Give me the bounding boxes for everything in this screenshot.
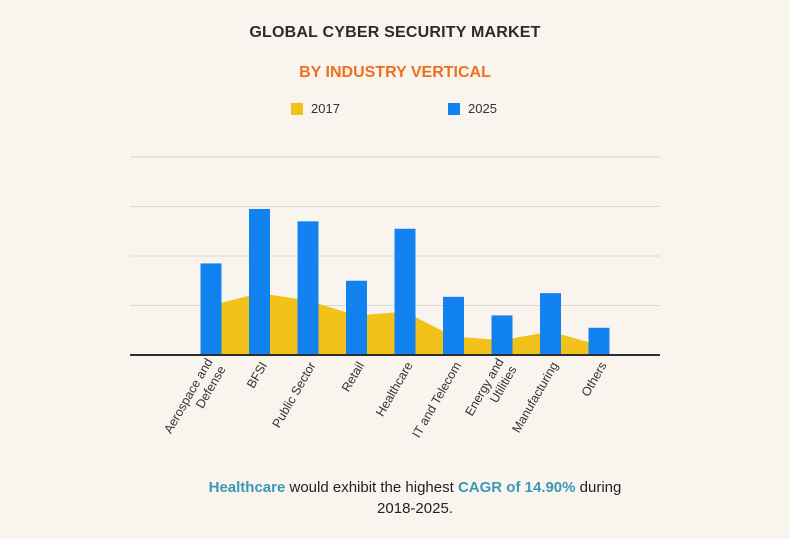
footnote-cagr: CAGR of 14.90% — [457, 479, 576, 496]
x-tick-label: IT and Telecom — [409, 360, 464, 441]
footnote-period: during 2018-2025. — [377, 479, 622, 517]
legend-label-2025: 2025 — [468, 101, 497, 116]
legend-item-2017: 2017 — [291, 101, 340, 116]
legend-swatch-2025 — [448, 102, 460, 115]
footnote-highlight-segment: Healthcare — [208, 479, 286, 496]
bar-2025-manufacturing — [540, 293, 561, 355]
x-tick-label: Aerospace andDefense — [161, 356, 228, 443]
x-tick-label: Public Sector — [270, 360, 319, 431]
chart-title: GLOBAL CYBER SECURITY MARKET — [249, 24, 541, 41]
x-tick-label: Energy andUtilities — [462, 356, 519, 426]
bar-2025-retail — [346, 280, 367, 355]
x-tick-label: Retail — [339, 360, 367, 395]
bar-2025-healthcare — [394, 228, 416, 355]
legend: 2017 2025 — [0, 101, 790, 121]
legend-item-2025: 2025 — [448, 101, 497, 116]
bar-2025-energy-and-utilities — [491, 315, 513, 355]
bar-2025-public-sector — [297, 221, 319, 355]
x-tick-label: Others — [579, 360, 610, 399]
footnote: Healthcare would exhibit the highest CAG… — [190, 477, 640, 519]
legend-swatch-2017 — [291, 102, 303, 115]
bar-2025-others — [588, 327, 610, 355]
x-tick-label: BFSI — [244, 360, 270, 391]
footnote-text: would exhibit the highest — [285, 479, 458, 496]
x-tick-label: Healthcare — [373, 359, 415, 418]
legend-label-2017: 2017 — [311, 101, 340, 116]
bar-2025-it-and-telecom — [443, 296, 464, 355]
chart-subtitle: BY INDUSTRY VERTICAL — [299, 64, 491, 81]
bar-2025-bfsi — [249, 208, 270, 355]
bar-2025-aerospace-and-defense — [200, 263, 222, 355]
